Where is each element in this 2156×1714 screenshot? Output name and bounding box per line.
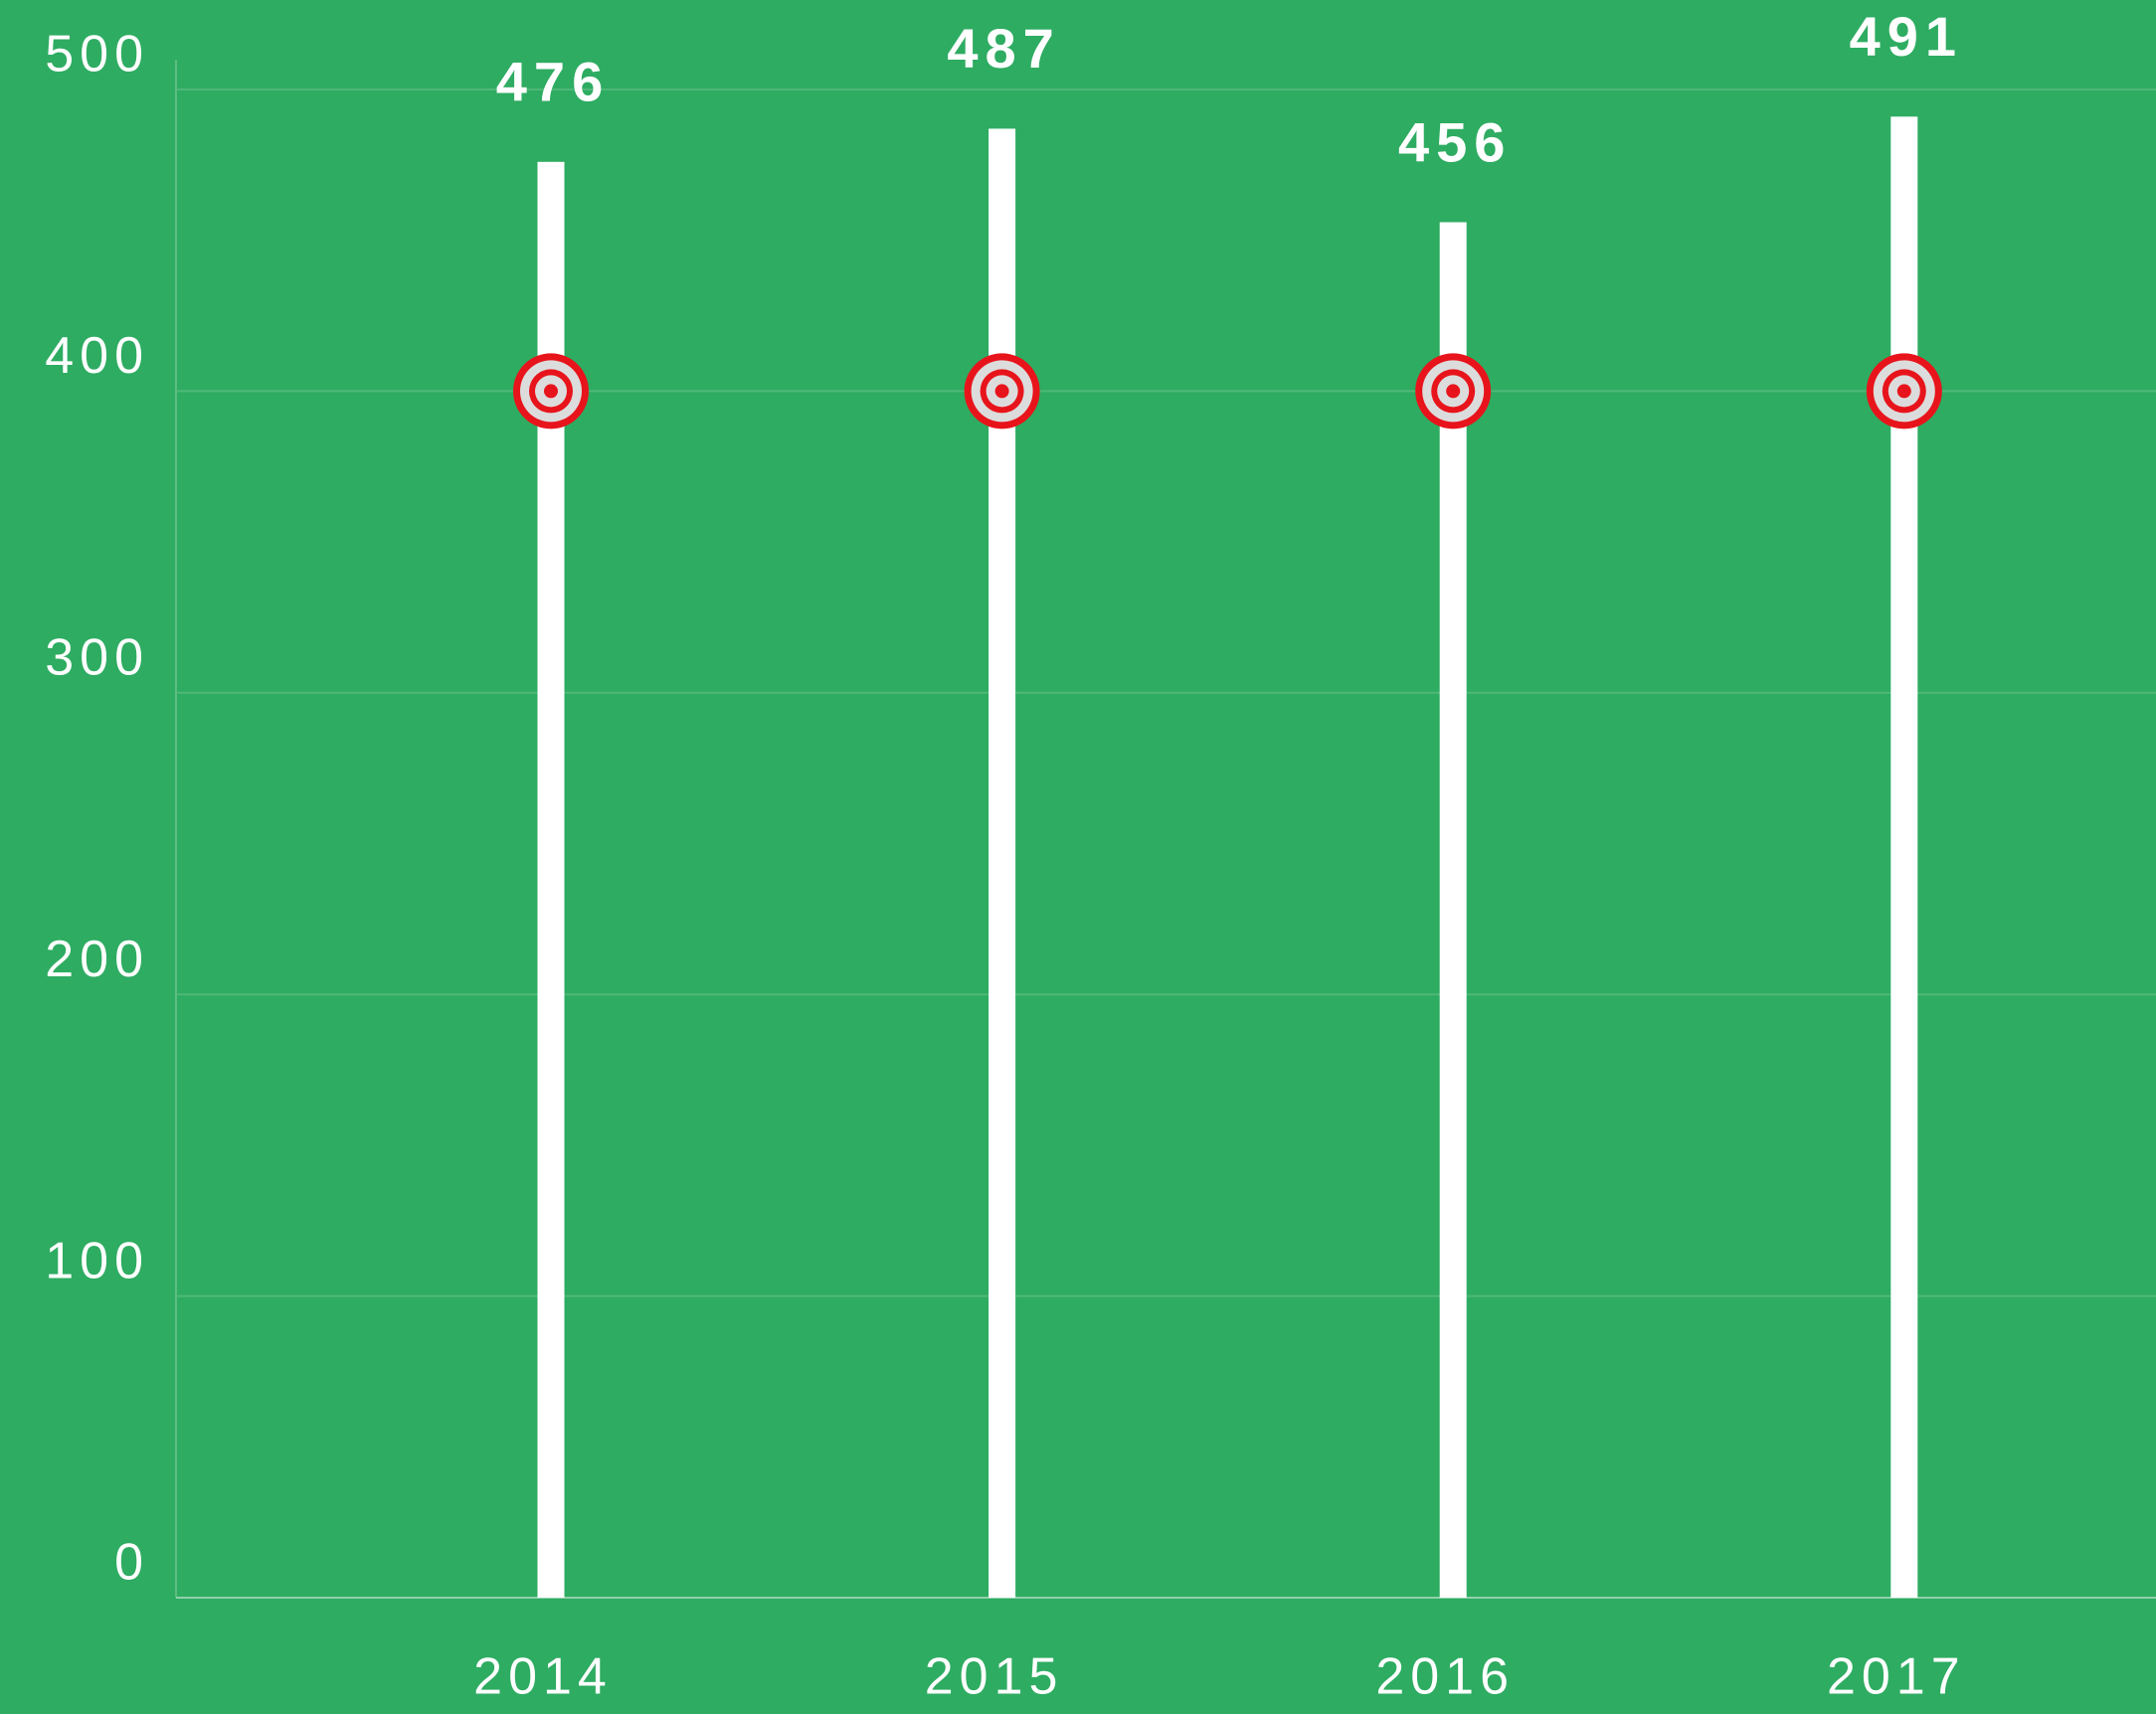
y-tick-label: 500 xyxy=(45,26,149,84)
x-tick-label: 2016 xyxy=(1375,1648,1515,1706)
target-ring xyxy=(1446,384,1461,399)
target-ring xyxy=(1896,384,1911,399)
value-label: 491 xyxy=(1850,5,1963,68)
x-tick-label: 2014 xyxy=(473,1648,613,1706)
target-marker xyxy=(513,353,589,429)
bar xyxy=(1890,116,1918,1598)
target-marker xyxy=(964,353,1040,429)
value-label: 456 xyxy=(1398,110,1512,173)
target-marker xyxy=(1415,353,1492,429)
y-tick-label: 100 xyxy=(45,1232,149,1289)
target-ring xyxy=(544,384,558,399)
bar xyxy=(1439,222,1467,1599)
target-ring xyxy=(994,384,1009,399)
x-tick-label: 2015 xyxy=(925,1648,1064,1706)
value-label: 487 xyxy=(947,17,1060,80)
y-tick-label: 300 xyxy=(45,629,149,687)
y-tick-label: 200 xyxy=(45,931,149,988)
x-tick-label: 2017 xyxy=(1827,1648,1966,1706)
value-label: 476 xyxy=(496,51,610,113)
y-tick-label: 0 xyxy=(114,1534,149,1592)
target-marker xyxy=(1866,353,1942,429)
bar xyxy=(988,128,1016,1598)
y-tick-label: 400 xyxy=(45,327,149,385)
